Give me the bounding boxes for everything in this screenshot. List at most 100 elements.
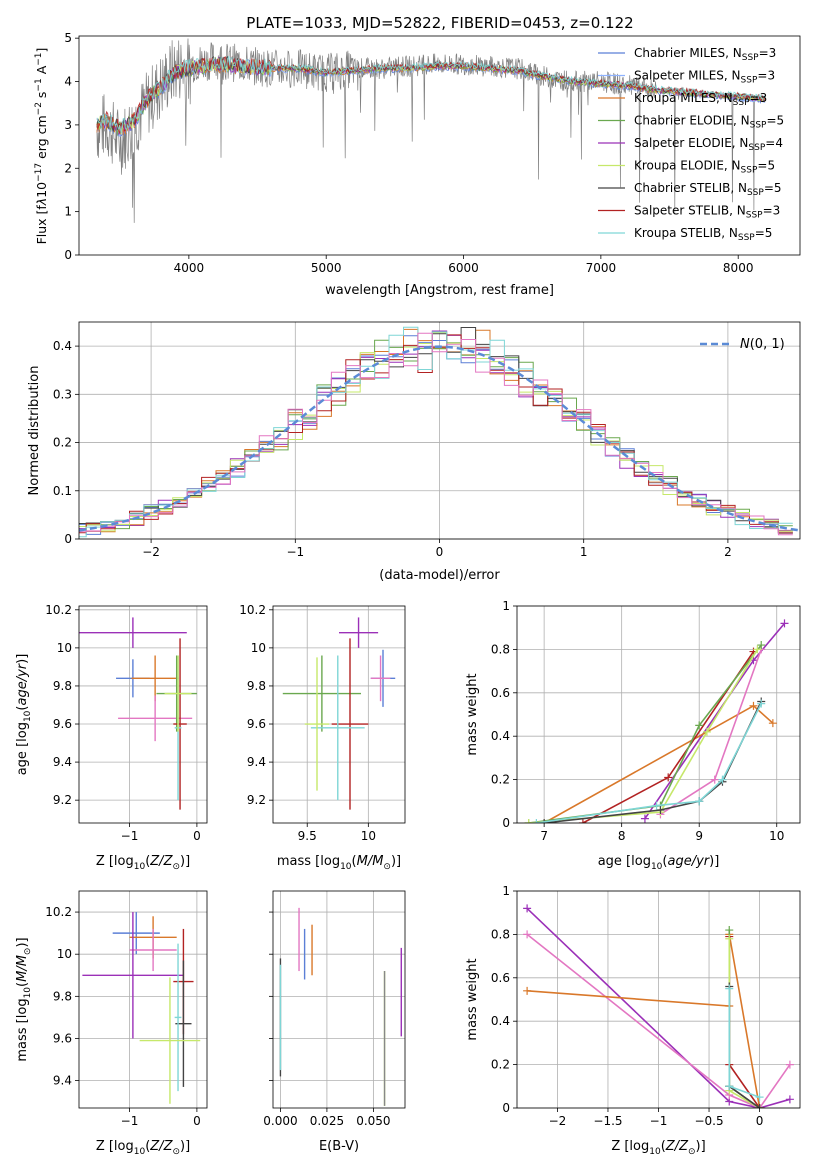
errorbar-point [310, 655, 365, 801]
data-point [725, 926, 734, 935]
y-tick-label: 0 [64, 248, 72, 262]
x-tick-label: 0.025 [310, 1114, 344, 1128]
legend: Chabrier MILES, NSSP=3 Salpeter MILES, NS… [598, 46, 784, 243]
panel-mass-vs-EBV: 0.000 0.025 0.050 E(B-V) [263, 890, 406, 1154]
y-tick-label: 1 [502, 884, 510, 898]
y-tick-label: 9.6 [53, 717, 72, 731]
y-axis-label: mass weight [465, 673, 480, 755]
x-axis-label: Z [log10(Z/Z⊙)] [96, 854, 190, 872]
series [640, 619, 789, 823]
x-tick-label: 0 [436, 545, 444, 559]
x-axis-label: wavelength [Angstrom, rest frame] [325, 283, 554, 298]
x-axis-label: age [log10(age/yr)] [598, 854, 720, 872]
x-axis-label: Z [log10(Z/Z⊙)] [96, 1139, 190, 1157]
y-axis-label: mass [log10(M/M⊙)] [15, 937, 33, 1061]
figure-title: PLATE=1033, MJD=52822, FIBERID=0453, z=0… [246, 14, 633, 32]
x-tick-label: −1 [286, 545, 304, 559]
data-point [532, 819, 541, 823]
data-point [785, 1095, 794, 1104]
plot-area [82, 912, 201, 1104]
data-point [725, 984, 734, 993]
x-tick-label: 8000 [723, 261, 754, 275]
panel-mass-vs-Z: −1 0 9.4 9.6 9.8 10 10.2 Z [log10(Z/Z⊙)] mass [l… [15, 890, 208, 1157]
data-point [702, 727, 711, 736]
series [725, 984, 764, 1102]
x-axis-label: E(B-V) [319, 1139, 359, 1154]
data-point [695, 721, 704, 730]
x-tick-label: 0 [756, 1114, 764, 1128]
errorbar-point [304, 657, 330, 791]
y-tick-label: 4 [64, 75, 72, 89]
errorbar-point [139, 977, 201, 1104]
data-point [785, 1060, 794, 1069]
x-tick-label: 5000 [311, 261, 342, 275]
plot-area [523, 904, 794, 1108]
series [532, 699, 766, 823]
series-line [644, 622, 786, 820]
errorbar-point [370, 655, 391, 702]
legend-entry: Salpeter STELIB, NSSP=3 [634, 204, 780, 221]
plot-area [79, 326, 800, 538]
y-tick-label: 2 [64, 161, 72, 175]
data-point [755, 1093, 764, 1102]
legend-entry: N(0, 1) [740, 337, 785, 352]
x-tick-label: −0.5 [694, 1114, 723, 1128]
x-tick-label: 2 [724, 545, 732, 559]
y-tick-label: 9.2 [53, 793, 72, 807]
data-point [652, 801, 661, 810]
y-tick-label: 0.1 [53, 484, 72, 498]
errorbar-point [131, 655, 179, 702]
errorbar-point [282, 655, 361, 732]
legend-entry: Kroupa ELODIE, NSSP=5 [634, 159, 775, 176]
errorbar-point [112, 912, 160, 955]
errorbar-point [164, 655, 192, 732]
x-axis-label: Z [log10(Z/Z⊙)] [611, 1139, 705, 1157]
y-axis-label: mass weight [465, 958, 480, 1040]
x-axis-label: (data-model)/error [379, 568, 500, 583]
x-tick-label: 0.050 [356, 1114, 390, 1128]
series-line [536, 703, 762, 823]
data-point [725, 934, 734, 943]
data-point [578, 819, 587, 823]
x-tick-label: 0 [193, 829, 201, 843]
y-tick-label: 10.2 [45, 603, 72, 617]
y-tick-label: 5 [64, 31, 72, 45]
axes-frame [272, 890, 406, 1109]
plot-area [79, 617, 197, 810]
panel-age-vs-Z: −1 0 9.2 9.4 9.6 9.8 10 10.2 Z [log10(Z/Z⊙)] age … [15, 603, 208, 872]
plot-area [524, 619, 789, 823]
data-point [710, 775, 719, 784]
y-tick-label: 0.4 [491, 729, 510, 743]
x-tick-label: 10 [361, 829, 376, 843]
data-point [768, 719, 777, 728]
y-tick-label: 10 [57, 947, 72, 961]
y-tick-label: 0 [502, 1101, 510, 1115]
data-point [523, 904, 532, 913]
x-tick-label: −1 [650, 1114, 668, 1128]
panel-residuals: −2 −1 0 1 2 0 0.1 0.2 0.3 0.4 N(0, 1) (data-model)/… [27, 321, 801, 583]
y-tick-label: 9.4 [53, 755, 72, 769]
y-tick-label: 3 [64, 118, 72, 132]
legend-entry: Salpeter ELODIE, NSSP=4 [634, 136, 783, 153]
errorbar-point [129, 928, 177, 972]
x-tick-label: 9.5 [298, 829, 317, 843]
y-tick-label: 9.8 [247, 679, 266, 693]
data-point [725, 1082, 734, 1091]
data-point [695, 797, 704, 806]
data-point [780, 619, 789, 628]
data-point [664, 773, 673, 782]
x-tick-label: −2 [142, 545, 160, 559]
errorbar-point [79, 617, 187, 648]
data-point [640, 814, 649, 823]
axes-frame [78, 605, 208, 824]
x-tick-label: 8 [618, 829, 626, 843]
y-tick-label: 0.4 [491, 1014, 510, 1028]
series-line [728, 986, 761, 1108]
panel-spectrum: 4000 5000 6000 7000 8000 0 1 2 3 4 5 Chabrier MILES… [34, 31, 801, 298]
y-tick-label: 0.6 [491, 971, 510, 985]
axes-frame [516, 890, 801, 1109]
y-tick-label: 1 [64, 205, 72, 219]
data-point [718, 775, 727, 784]
